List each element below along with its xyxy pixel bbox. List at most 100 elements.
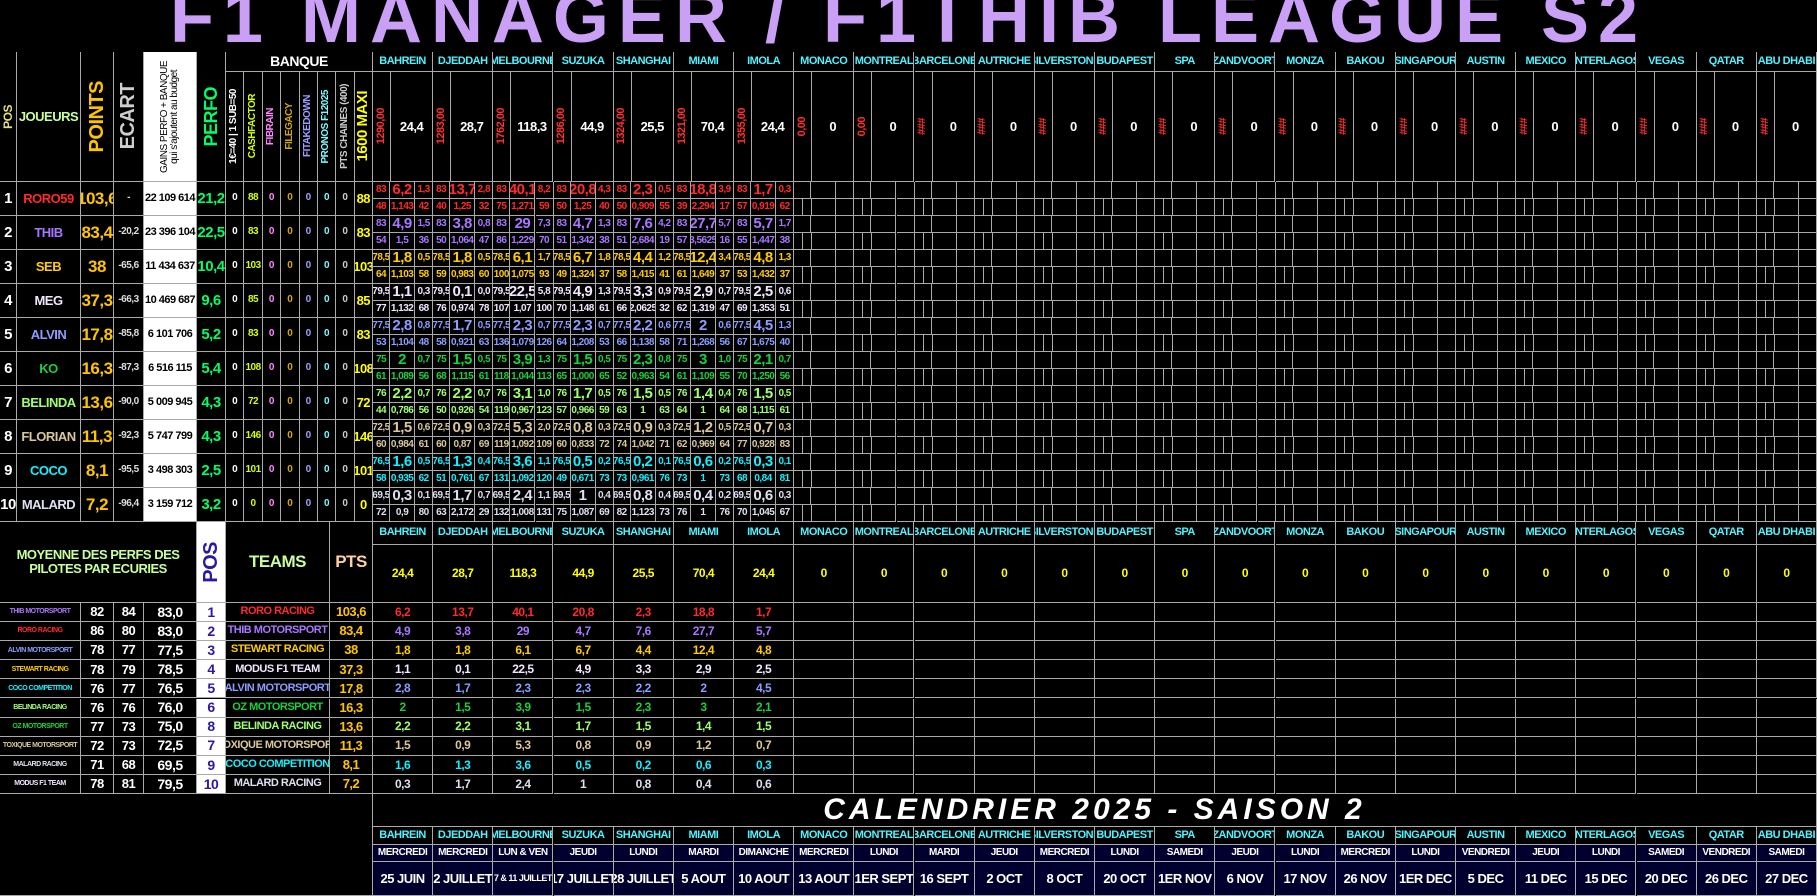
race-result-cell xyxy=(1558,199,1577,216)
race-result-cell xyxy=(1714,505,1739,522)
header-bank-col: 1600 MAXI xyxy=(354,72,373,182)
race-result-cell xyxy=(1353,301,1378,318)
team-race-result xyxy=(914,622,975,642)
race-header-bahrein: BAHREIN xyxy=(373,52,434,72)
race-result-cell xyxy=(1395,488,1413,505)
team-race-result: 0,5 xyxy=(553,755,614,775)
race-budget: ### xyxy=(1155,72,1174,182)
team-race-result xyxy=(1395,698,1456,718)
race-result-cell: 0,967 xyxy=(510,403,536,420)
race-result-cell xyxy=(854,369,864,386)
team-rank-name[interactable]: MODUS F1 TEAM xyxy=(226,660,330,680)
race-result-cell xyxy=(1095,471,1104,488)
calendar-date: 20 OCT xyxy=(1095,862,1156,896)
race-header-montreal: MONTREAL xyxy=(854,52,915,72)
player-name[interactable]: MALARD xyxy=(17,488,81,522)
race-result-cell xyxy=(923,471,933,488)
team-race-result: 22,5 xyxy=(493,660,554,680)
race-result-cell: 0,4 xyxy=(716,386,734,403)
race-result-cell xyxy=(1799,403,1817,420)
team-average-avg: 78,5 xyxy=(144,660,197,680)
race-result-cell: 83 xyxy=(776,437,795,454)
race-result-cell xyxy=(1594,471,1619,488)
calendar-date: 28 JUILLET xyxy=(613,862,674,896)
race-result-cell: 3,9 xyxy=(716,182,734,199)
player-name[interactable]: KO xyxy=(17,352,81,386)
player-name[interactable]: THIB xyxy=(17,216,81,250)
race-result-cell: 83 xyxy=(373,216,390,233)
race-result-cell xyxy=(991,352,1017,369)
race-result-cell xyxy=(1077,454,1095,471)
team-race-result: 1,5 xyxy=(553,698,614,718)
race-result-cell xyxy=(983,505,993,522)
team-average-name: ALVIN MOTORSPORT xyxy=(0,641,81,661)
race-result-cell: 1,0 xyxy=(535,386,554,403)
team-rank-name[interactable]: OZ MOTORSPORT xyxy=(226,698,330,718)
race-result-cell xyxy=(932,369,957,386)
race-result-cell xyxy=(1034,437,1044,454)
team-race-result xyxy=(1516,603,1577,623)
race-result-cell xyxy=(992,471,1017,488)
race-result-cell xyxy=(1095,403,1104,420)
team-rank-name[interactable]: BELINDA RACING xyxy=(226,717,330,737)
team-race-result xyxy=(1275,774,1336,794)
race-result-cell xyxy=(1215,505,1225,522)
race-result-cell xyxy=(1534,233,1559,250)
race-budget-label: ### xyxy=(1457,118,1470,135)
calendar-day: MERCREDI xyxy=(794,845,855,862)
race-result-cell: 0,7 xyxy=(415,352,434,369)
player-bank-value: 0 xyxy=(354,488,373,522)
race-result-cell xyxy=(1224,301,1234,318)
player-name[interactable]: FLORIAN xyxy=(17,420,81,454)
team-rank-name[interactable]: RORO RACING xyxy=(226,603,330,623)
race-result-cell xyxy=(1173,335,1198,352)
race-result-cell xyxy=(1352,318,1378,335)
race-result-cell: 62 xyxy=(776,199,795,216)
race-result-cell xyxy=(1335,386,1353,403)
race-result-cell xyxy=(1799,488,1817,505)
race-result-cell xyxy=(1077,369,1095,386)
race-result-cell xyxy=(1293,335,1318,352)
race-result-cell xyxy=(1317,454,1336,471)
race-result-cell xyxy=(1534,199,1559,216)
race-result-cell xyxy=(1558,233,1577,250)
race-result-cell xyxy=(872,403,897,420)
race-result-cell xyxy=(812,403,837,420)
player-name[interactable]: ALVIN xyxy=(17,318,81,352)
race-result-cell xyxy=(1576,369,1586,386)
team-race-result: 1,5 xyxy=(373,736,434,756)
team-rank-name[interactable]: MALARD RACING xyxy=(226,774,330,794)
player-name[interactable]: BELINDA xyxy=(17,386,81,420)
race-result-cell xyxy=(1404,437,1414,454)
player-name[interactable]: MEG xyxy=(17,284,81,318)
player-bank-value: 0 xyxy=(336,284,355,318)
team-rank-name[interactable]: STEWART RACING xyxy=(226,641,330,661)
race-result-cell: 76 xyxy=(734,386,751,403)
team-race-result xyxy=(1696,622,1757,642)
player-gains: 5 009 945 xyxy=(144,386,197,420)
team-rank-name[interactable]: THIB MOTORSPORT xyxy=(226,622,330,642)
team-rank-name[interactable]: COCO COMPETITION xyxy=(226,755,330,775)
team-race-result xyxy=(1636,660,1697,680)
race-result-cell xyxy=(1756,352,1774,369)
team-race-result xyxy=(914,736,975,756)
player-bank-value: 0 xyxy=(336,488,355,522)
race-result-cell xyxy=(1654,369,1679,386)
team-race-result xyxy=(1395,755,1456,775)
player-name[interactable]: COCO xyxy=(17,454,81,488)
player-name[interactable]: SEB xyxy=(17,250,81,284)
calendar-day: LUNDI xyxy=(1395,845,1456,862)
player-ecart: -95,5 xyxy=(114,454,144,488)
race-result-cell: 72,5 xyxy=(613,420,631,437)
race-result-cell xyxy=(1077,471,1095,488)
player-name[interactable]: RORO59 xyxy=(17,182,81,216)
team-rank-name[interactable]: TOXIQUE MOTORSPORT xyxy=(226,736,330,756)
race-result-cell xyxy=(872,335,897,352)
race-result-cell: 60 xyxy=(433,437,451,454)
race-budget: ### xyxy=(914,72,933,182)
team-race-result: 0,6 xyxy=(734,774,795,794)
race-result-cell: 69,5 xyxy=(734,488,751,505)
race-result-cell xyxy=(1654,199,1679,216)
race-result-cell xyxy=(1654,335,1679,352)
team-rank-name[interactable]: ALVIN MOTORSPORT xyxy=(226,679,330,699)
